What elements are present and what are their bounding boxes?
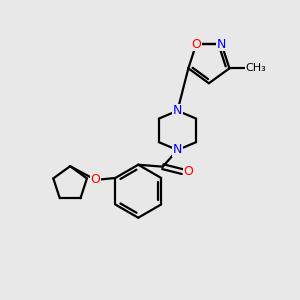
- Text: CH₃: CH₃: [245, 63, 266, 73]
- Text: N: N: [217, 38, 226, 51]
- Text: O: O: [183, 165, 193, 178]
- Text: N: N: [173, 143, 182, 157]
- Text: O: O: [191, 38, 201, 51]
- Text: N: N: [173, 104, 182, 117]
- Text: O: O: [91, 173, 100, 186]
